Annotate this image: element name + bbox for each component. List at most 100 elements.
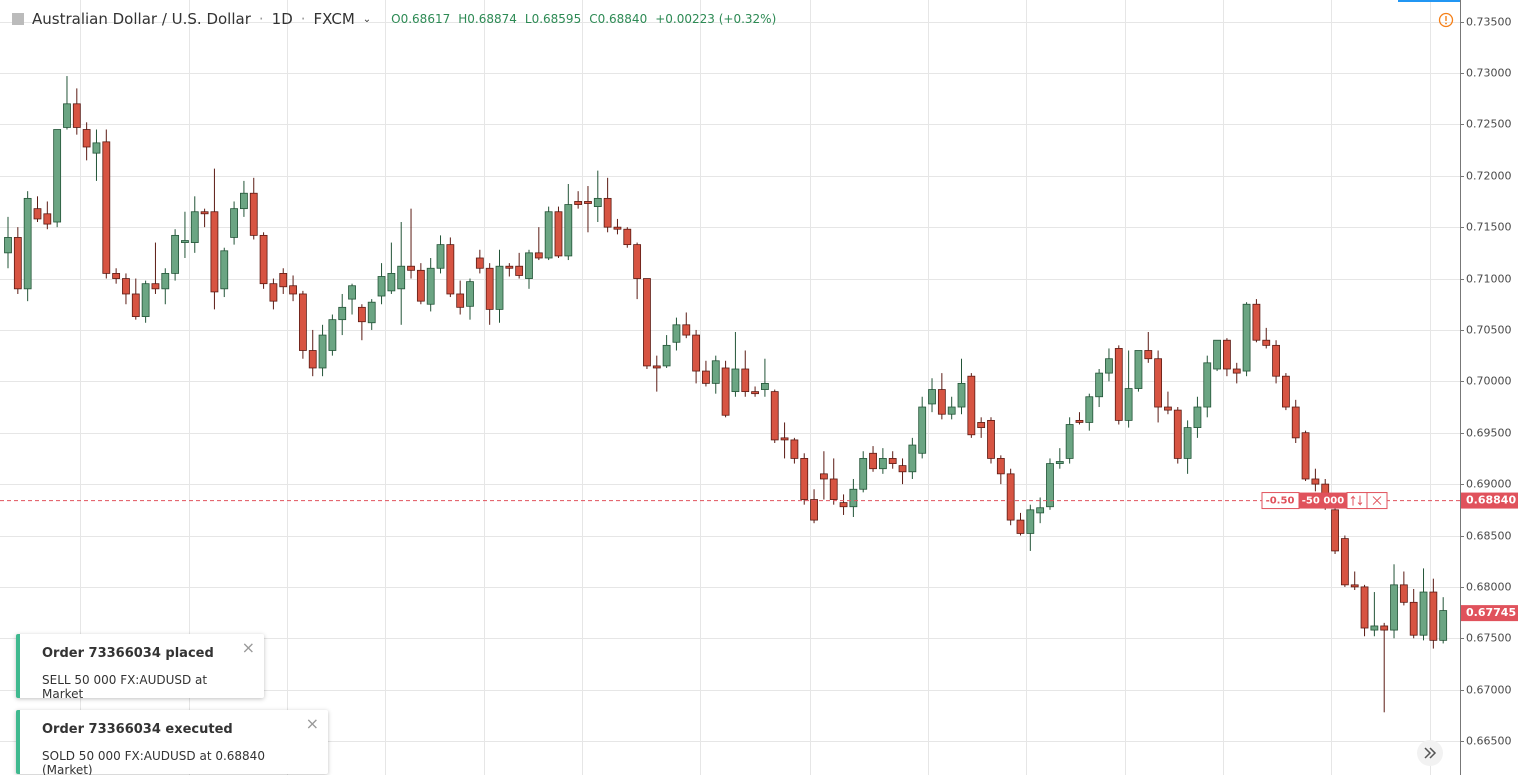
candle-body bbox=[92, 142, 101, 154]
y-tick-label: 0.67500 bbox=[1466, 632, 1512, 645]
candle-body bbox=[298, 293, 307, 351]
symbol[interactable]: Australian Dollar / U.S. Dollar bbox=[32, 10, 251, 28]
candle-body bbox=[603, 197, 612, 228]
scroll-button[interactable] bbox=[1417, 740, 1443, 766]
candle-body bbox=[751, 391, 759, 395]
candle-body bbox=[131, 293, 140, 317]
candle-body bbox=[790, 439, 799, 459]
candle-body bbox=[466, 281, 474, 307]
candle-body bbox=[1360, 586, 1369, 629]
candle-body bbox=[1065, 424, 1074, 459]
candle-body bbox=[112, 273, 121, 279]
candle-body bbox=[426, 267, 435, 305]
low-value: L0.68595 bbox=[524, 12, 582, 26]
close-button[interactable]: × bbox=[305, 714, 319, 733]
candle-body bbox=[495, 265, 504, 310]
candle-body bbox=[23, 197, 32, 290]
candle-body bbox=[937, 389, 946, 415]
candle-body bbox=[1340, 538, 1349, 586]
candle-body bbox=[210, 211, 219, 293]
y-tick-label: 0.73500 bbox=[1466, 16, 1512, 29]
position-widget[interactable]: -0.50 -50 000 bbox=[1261, 492, 1388, 510]
candle-body bbox=[633, 244, 642, 279]
candle-body bbox=[859, 458, 868, 490]
candle-body bbox=[63, 103, 71, 128]
source[interactable]: FXCM bbox=[313, 10, 355, 28]
candle-body bbox=[279, 273, 288, 288]
candle-body bbox=[446, 244, 455, 295]
change-value: +0.00223 (+0.32%) bbox=[655, 12, 777, 26]
alert-icon-circle bbox=[1438, 12, 1454, 28]
candle-body bbox=[702, 370, 710, 384]
candle-body bbox=[780, 437, 789, 441]
candle-body bbox=[1183, 427, 1192, 459]
close-button[interactable]: × bbox=[241, 638, 255, 657]
candle-body bbox=[584, 201, 592, 204]
candle-body bbox=[574, 201, 583, 205]
scroll-button-icon bbox=[1424, 747, 1437, 759]
candle-body bbox=[996, 458, 1005, 475]
position-qty: -50 000 bbox=[1302, 496, 1344, 507]
legend: Australian Dollar / U.S. Dollar · 1D · F… bbox=[12, 10, 776, 28]
candle-body bbox=[1055, 461, 1064, 464]
candle-body bbox=[928, 389, 936, 405]
candle-body bbox=[377, 276, 386, 297]
candle-body bbox=[741, 368, 750, 393]
alert-icon[interactable] bbox=[1438, 12, 1454, 28]
candle-body bbox=[122, 278, 130, 295]
candle-body bbox=[652, 365, 661, 369]
candle-body bbox=[1144, 350, 1153, 360]
candle-body bbox=[829, 478, 838, 500]
interval[interactable]: 1D bbox=[271, 10, 293, 28]
y-tick-label: 0.73000 bbox=[1466, 67, 1512, 80]
candle-body bbox=[1242, 303, 1251, 372]
candle-body bbox=[82, 129, 91, 148]
candle-body bbox=[810, 499, 818, 521]
y-tick-label: 0.70500 bbox=[1466, 324, 1512, 337]
candle-body bbox=[1380, 625, 1389, 631]
separator: · bbox=[258, 10, 264, 28]
position-qty-box bbox=[1299, 492, 1347, 509]
candle-body bbox=[1282, 375, 1290, 408]
position-price-tag bbox=[1461, 492, 1518, 509]
candle-body bbox=[1311, 478, 1320, 485]
candle-body bbox=[1154, 358, 1163, 408]
candle-body bbox=[1370, 625, 1379, 631]
reverse-button[interactable] bbox=[1346, 492, 1368, 510]
candle-body bbox=[1006, 473, 1015, 521]
y-tick-label: 0.72000 bbox=[1466, 170, 1512, 183]
candle-body bbox=[1409, 601, 1418, 636]
candle-body bbox=[1016, 519, 1025, 534]
candle-body bbox=[328, 319, 337, 351]
candle-body bbox=[544, 211, 553, 259]
candle-body bbox=[151, 283, 160, 290]
price-axis-bg bbox=[1460, 0, 1518, 775]
notification-title: Order 73366034 placed bbox=[42, 646, 214, 661]
y-tick-label: 0.70000 bbox=[1466, 375, 1512, 388]
candle-body bbox=[13, 237, 22, 290]
candle-body bbox=[416, 269, 425, 302]
candle-body bbox=[190, 211, 199, 243]
y-tick-label: 0.68500 bbox=[1466, 530, 1512, 543]
dropdown-icon[interactable]: ⌄ bbox=[362, 13, 372, 25]
candle-body bbox=[475, 257, 484, 269]
candle-body bbox=[1390, 584, 1398, 631]
candle-body bbox=[161, 273, 170, 290]
notification: Order 73366034 executed SOLD 50 000 FX:A… bbox=[16, 710, 328, 775]
candle-body bbox=[967, 375, 976, 436]
candle-body bbox=[1213, 339, 1221, 370]
candle-body bbox=[564, 204, 573, 257]
candle-body bbox=[692, 334, 700, 372]
candle-body bbox=[1095, 372, 1104, 398]
candle-body bbox=[878, 458, 887, 470]
candle-body bbox=[1252, 303, 1261, 341]
candle-body bbox=[839, 502, 848, 508]
candle-body bbox=[171, 234, 180, 274]
candle-body bbox=[220, 250, 229, 290]
candle-body bbox=[525, 252, 533, 279]
candle-body bbox=[289, 285, 297, 295]
candle-body bbox=[1439, 610, 1448, 641]
